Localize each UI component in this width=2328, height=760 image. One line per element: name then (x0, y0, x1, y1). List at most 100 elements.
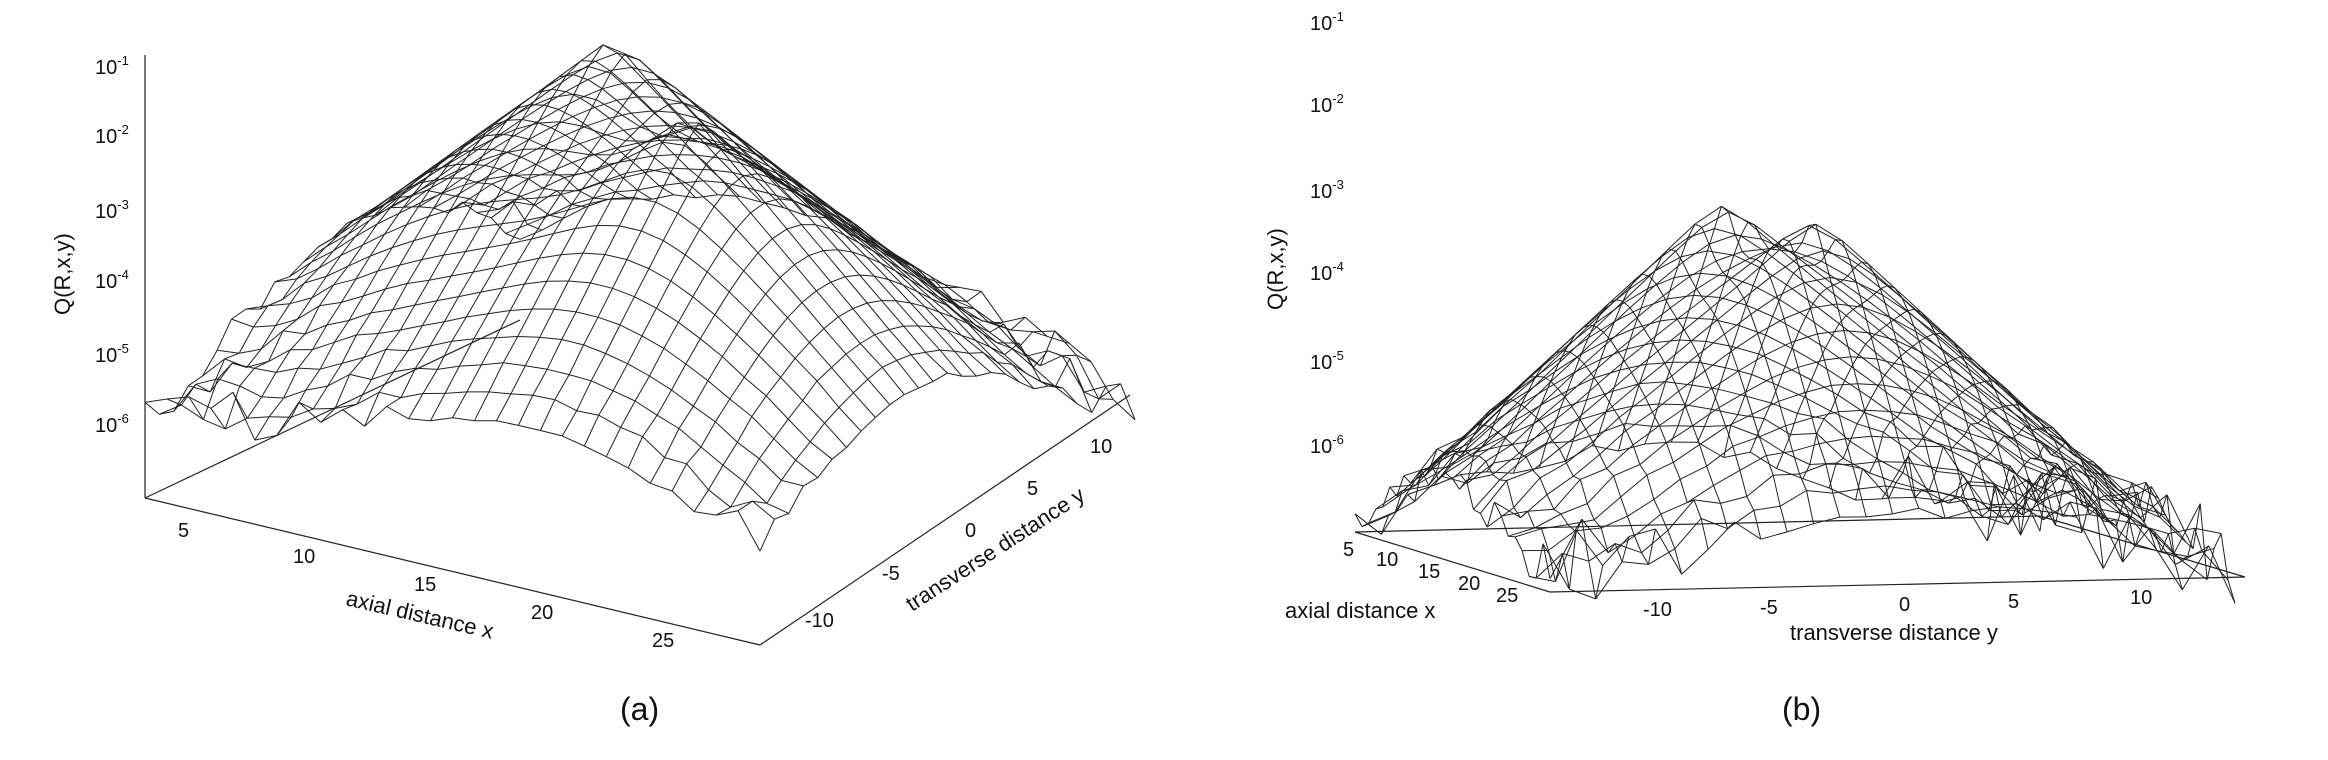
panel-a-mesh-line-x (487, 243, 510, 249)
panel-b-mesh-line-y (1731, 333, 1758, 352)
panel-b-mesh-line-x (1881, 497, 1889, 500)
panel-b-mesh-line-y (1574, 527, 1602, 532)
panel-b-z-tick: 10-4 (1310, 259, 1344, 285)
panel-a-mesh-line-x (458, 291, 481, 298)
panel-b-mesh-line-y (1699, 426, 1727, 446)
panel-b-mesh-line-x (1497, 432, 1506, 439)
panel-a-mesh-line-x (865, 242, 889, 261)
panel-b-mesh-line-y (1440, 475, 1468, 484)
panel-a-mesh-line-y (648, 240, 664, 269)
panel-a-mesh-line-x (816, 290, 839, 318)
panel-a-mesh-line-y (736, 312, 752, 335)
panel-a-mesh-line-y (1039, 330, 1056, 366)
panel-a-mesh-line-x (612, 287, 635, 298)
panel-b-mesh-line-x (2150, 486, 2159, 499)
panel-a-mesh-line-y (210, 408, 226, 430)
panel-b-mesh-line-y (1556, 327, 1584, 353)
panel-b-mesh-line-x (1567, 524, 1576, 532)
panel-b-mesh-line-y (1786, 523, 1814, 533)
panel-a-mesh-line-y (633, 168, 649, 198)
panel-a-mesh-line-y (490, 217, 506, 234)
panel-a-mesh-line-y (440, 192, 456, 197)
panel-a-y-tick: 0 (965, 520, 976, 542)
panel-b-mesh-line-y (1647, 277, 1675, 290)
panel-a-mesh-line-x (732, 172, 755, 179)
panel-b-mesh-line-x (1615, 299, 1624, 302)
panel-b-mesh-line-y (1881, 455, 1909, 500)
panel-a-mesh-line-y (393, 350, 409, 373)
panel-a-mesh-line-x (580, 44, 604, 62)
panel-b-mesh-line-y (1968, 368, 1996, 391)
panel-a-mesh-line-y (729, 376, 745, 400)
panel-b-mesh-line-x (1508, 535, 1516, 538)
panel-a-mesh-line-x (1040, 381, 1064, 389)
panel-b-mesh-line-x (2180, 556, 2189, 561)
panel-b-mesh-line-y (1593, 496, 1621, 521)
panel-b-mesh-line-x (1823, 410, 1832, 420)
panel-b-mesh-line-x (1957, 469, 1966, 499)
panel-a-mesh-line-y (708, 464, 724, 491)
panel-b-mesh-line-y (1679, 465, 1707, 480)
panel-a-mesh-line-x (421, 254, 444, 261)
panel-b-mesh-line-x (2108, 519, 2116, 522)
panel-a-surface-mesh (144, 44, 1136, 552)
panel-a-mesh-line-y (340, 236, 356, 256)
panel-a-mesh-line-x (534, 190, 558, 206)
panel-b-mesh-line-x (1951, 395, 1959, 402)
panel-a-mesh-line-x (742, 175, 766, 203)
panel-b-mesh-line-y (1924, 438, 1951, 448)
panel-a-mesh-line-y (386, 397, 402, 407)
panel-b-mesh-line-x (1895, 340, 1904, 366)
panel-a-mesh-line-x (626, 168, 649, 174)
panel-a-mesh-line-y (790, 199, 806, 216)
panel-b-mesh-line-x (2187, 528, 2196, 557)
panel-b-mesh-line-y (1608, 278, 1636, 304)
panel-b-mesh-line-y (2076, 516, 2104, 569)
panel-b-mesh-line-y (2087, 476, 2115, 502)
panel-a-mesh-line-x (608, 159, 631, 165)
panel-a-right-axis (759, 394, 1131, 646)
panel-a-mesh-line-x (1084, 385, 1107, 393)
panel-a-mesh-line-x (436, 296, 459, 302)
panel-b-mesh-line-x (1791, 331, 1800, 349)
panel-a-mesh-line-x (267, 303, 290, 307)
panel-b-mesh-line-y (1732, 436, 1760, 447)
panel-a-mesh-line-y (355, 255, 371, 280)
panel-a-mesh-line-x (334, 334, 357, 343)
panel-a-mesh-line-x (282, 330, 306, 335)
panel-a-mesh-line-y (231, 308, 247, 320)
panel-a-mesh-line-y (464, 160, 480, 186)
panel-a-mesh-line-y (758, 335, 774, 356)
panel-b-mesh-line-x (2148, 528, 2157, 549)
panel-a-mesh-line-x (783, 207, 806, 216)
panel-b-mesh-line-y (1492, 452, 1520, 475)
panel-b-mesh-line-x (1669, 307, 1678, 320)
panel-a-mesh-line-y (610, 140, 626, 156)
panel-a-mesh-line-y (609, 70, 625, 84)
panel-a-mesh-line-x (707, 380, 731, 400)
panel-a-mesh-line-x (634, 296, 657, 309)
panel-a-mesh-line-x (1011, 347, 1034, 368)
panel-a-mesh-line-x (954, 350, 977, 377)
panel-b-mesh-line-x (1361, 522, 1370, 528)
panel-b-mesh-line-y (1755, 238, 1783, 260)
panel-b-mesh-line-x (1556, 350, 1564, 353)
panel-a-mesh-line-x (784, 171, 808, 191)
panel-a-mesh-line-y (598, 390, 614, 416)
panel-b-mesh-line-x (2213, 533, 2222, 549)
panel-b-mesh-line-y (1852, 461, 1879, 465)
panel-b-mesh-line-x (1729, 278, 1738, 288)
panel-b-mesh-line-y (2168, 527, 2195, 535)
panel-b-mesh-line-y (1983, 458, 2010, 467)
panel-b-mesh-line-y (1884, 374, 1912, 396)
panel-a-mesh-line-x (896, 360, 920, 389)
panel-a-mesh-line-y (721, 228, 737, 250)
panel-b-mesh-line-x (1693, 273, 1701, 296)
panel-b-mesh-line-x (1779, 506, 1788, 533)
panel-b-mesh-line-x (1565, 441, 1574, 462)
panel-a-mesh-line-y (356, 379, 372, 405)
panel-b-mesh-line-y (1880, 288, 1908, 312)
panel-a-mesh-line-y (238, 326, 254, 354)
panel-b-mesh-line-x (1593, 519, 1602, 529)
